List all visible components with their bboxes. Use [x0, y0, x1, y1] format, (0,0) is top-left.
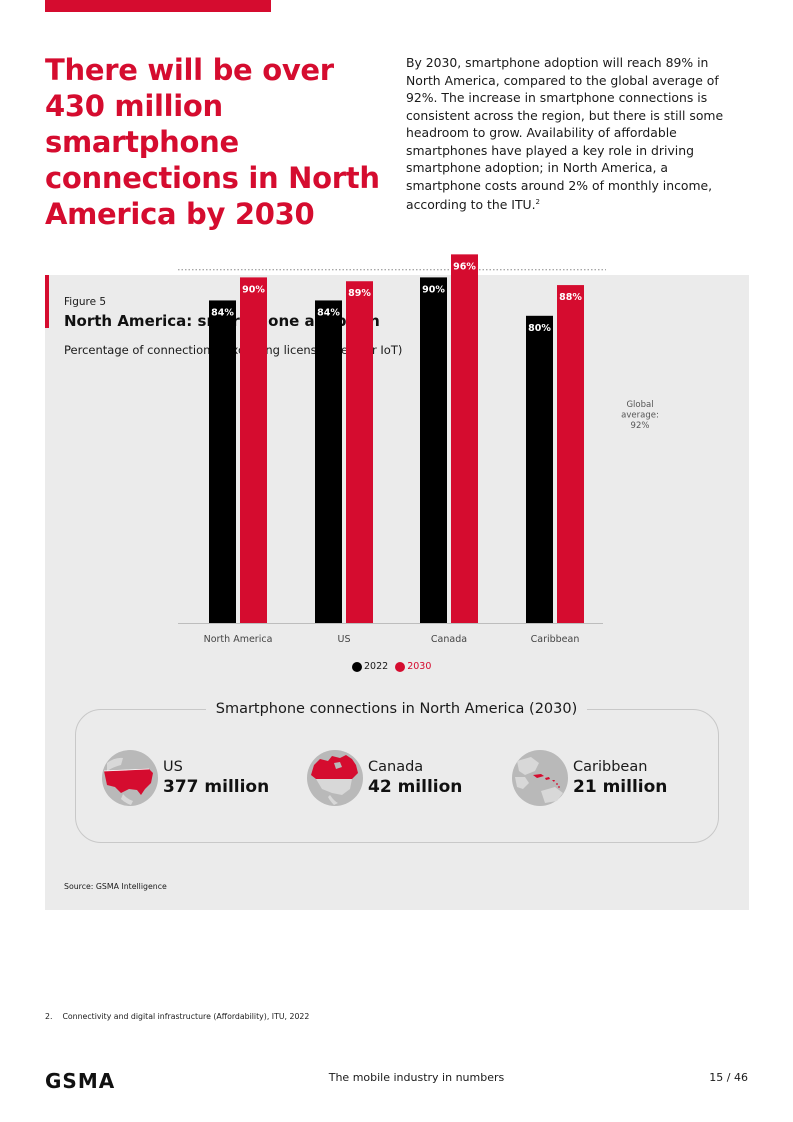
- figure-source: Source: GSMA Intelligence: [64, 882, 167, 891]
- bar-value-label: 90%: [242, 284, 265, 295]
- bar-2022-caribbean: [526, 315, 553, 623]
- footnote-number: 2.: [45, 1012, 53, 1021]
- x-tick-label: North America: [204, 634, 273, 645]
- figure-accent-bar: [45, 275, 49, 328]
- bar-value-label: 90%: [422, 284, 445, 295]
- region-canada-name: Canada: [368, 759, 424, 775]
- region-caribbean-text: Caribbean 21 million: [573, 758, 667, 798]
- footnote-ref[interactable]: 2: [535, 198, 540, 206]
- legend-item-2022: 2022: [352, 661, 388, 672]
- region-us-name: US: [163, 759, 183, 775]
- bar-2022-us: [315, 300, 342, 623]
- x-tick-label: Caribbean: [531, 634, 580, 645]
- legend-item-2030: 2030: [395, 661, 431, 672]
- region-canada: Canada 42 million: [306, 748, 462, 808]
- figure-label: Figure 5: [64, 296, 107, 308]
- bar-2022-north-america: [209, 300, 236, 623]
- caribbean-globe-icon: [512, 750, 568, 806]
- intro-text: By 2030, smartphone adoption will reach …: [406, 55, 724, 213]
- bar-2030-north-america: [240, 277, 267, 623]
- top-accent-bar: [45, 0, 271, 12]
- bar-value-label: 80%: [528, 323, 551, 334]
- bar-value-label: 96%: [453, 261, 476, 272]
- bar-2030-canada: [451, 254, 478, 624]
- bar-2022-canada: [420, 277, 447, 623]
- page-number: 15 / 46: [709, 1071, 748, 1084]
- region-us: US 377 million: [101, 748, 269, 808]
- legend-dot-2030: [395, 661, 406, 672]
- global-average-label: Global: [626, 400, 653, 410]
- legend-dot-2022: [352, 661, 362, 672]
- region-canada-text: Canada 42 million: [368, 758, 462, 798]
- footnote-text: Connectivity and digital infrastructure …: [62, 1012, 310, 1021]
- region-caribbean: Caribbean 21 million: [511, 748, 667, 808]
- canada-globe-icon: [307, 750, 363, 806]
- bar-2030-caribbean: [557, 285, 584, 623]
- global-average-label: 92%: [631, 421, 650, 431]
- bar-value-label: 84%: [317, 307, 340, 318]
- footnote: 2. Connectivity and digital infrastructur…: [45, 1012, 309, 1021]
- chart-legend: 2022 2030: [352, 661, 434, 672]
- gsma-logo: GSMA: [45, 1069, 116, 1093]
- figure-panel: [45, 275, 749, 910]
- region-canada-value: 42 million: [368, 777, 463, 797]
- global-average-label: average:: [621, 411, 659, 421]
- bar-2030-us: [346, 281, 373, 623]
- footer-publication-title: The mobile industry in numbers: [328, 1071, 505, 1084]
- us-globe-icon: [102, 750, 158, 806]
- region-us-text: US 377 million: [163, 758, 269, 798]
- connections-title: Smartphone connections in North America …: [0, 700, 793, 718]
- region-us-value: 377 million: [163, 777, 270, 797]
- region-caribbean-name: Caribbean: [573, 759, 648, 775]
- bar-value-label: 84%: [211, 307, 234, 318]
- x-tick-label: US: [338, 634, 351, 645]
- bar-value-label: 88%: [559, 292, 582, 303]
- intro-paragraph: By 2030, smartphone adoption will reach …: [406, 54, 736, 214]
- region-caribbean-value: 21 million: [573, 777, 668, 797]
- x-tick-label: Canada: [431, 634, 467, 645]
- connections-title-text: Smartphone connections in North America …: [205, 701, 588, 717]
- legend-label-2030: 2030: [407, 661, 432, 672]
- page-headline: There will be over 430 million smartphon…: [45, 53, 380, 231]
- legend-label-2022: 2022: [364, 661, 389, 672]
- bar-value-label: 89%: [348, 288, 371, 299]
